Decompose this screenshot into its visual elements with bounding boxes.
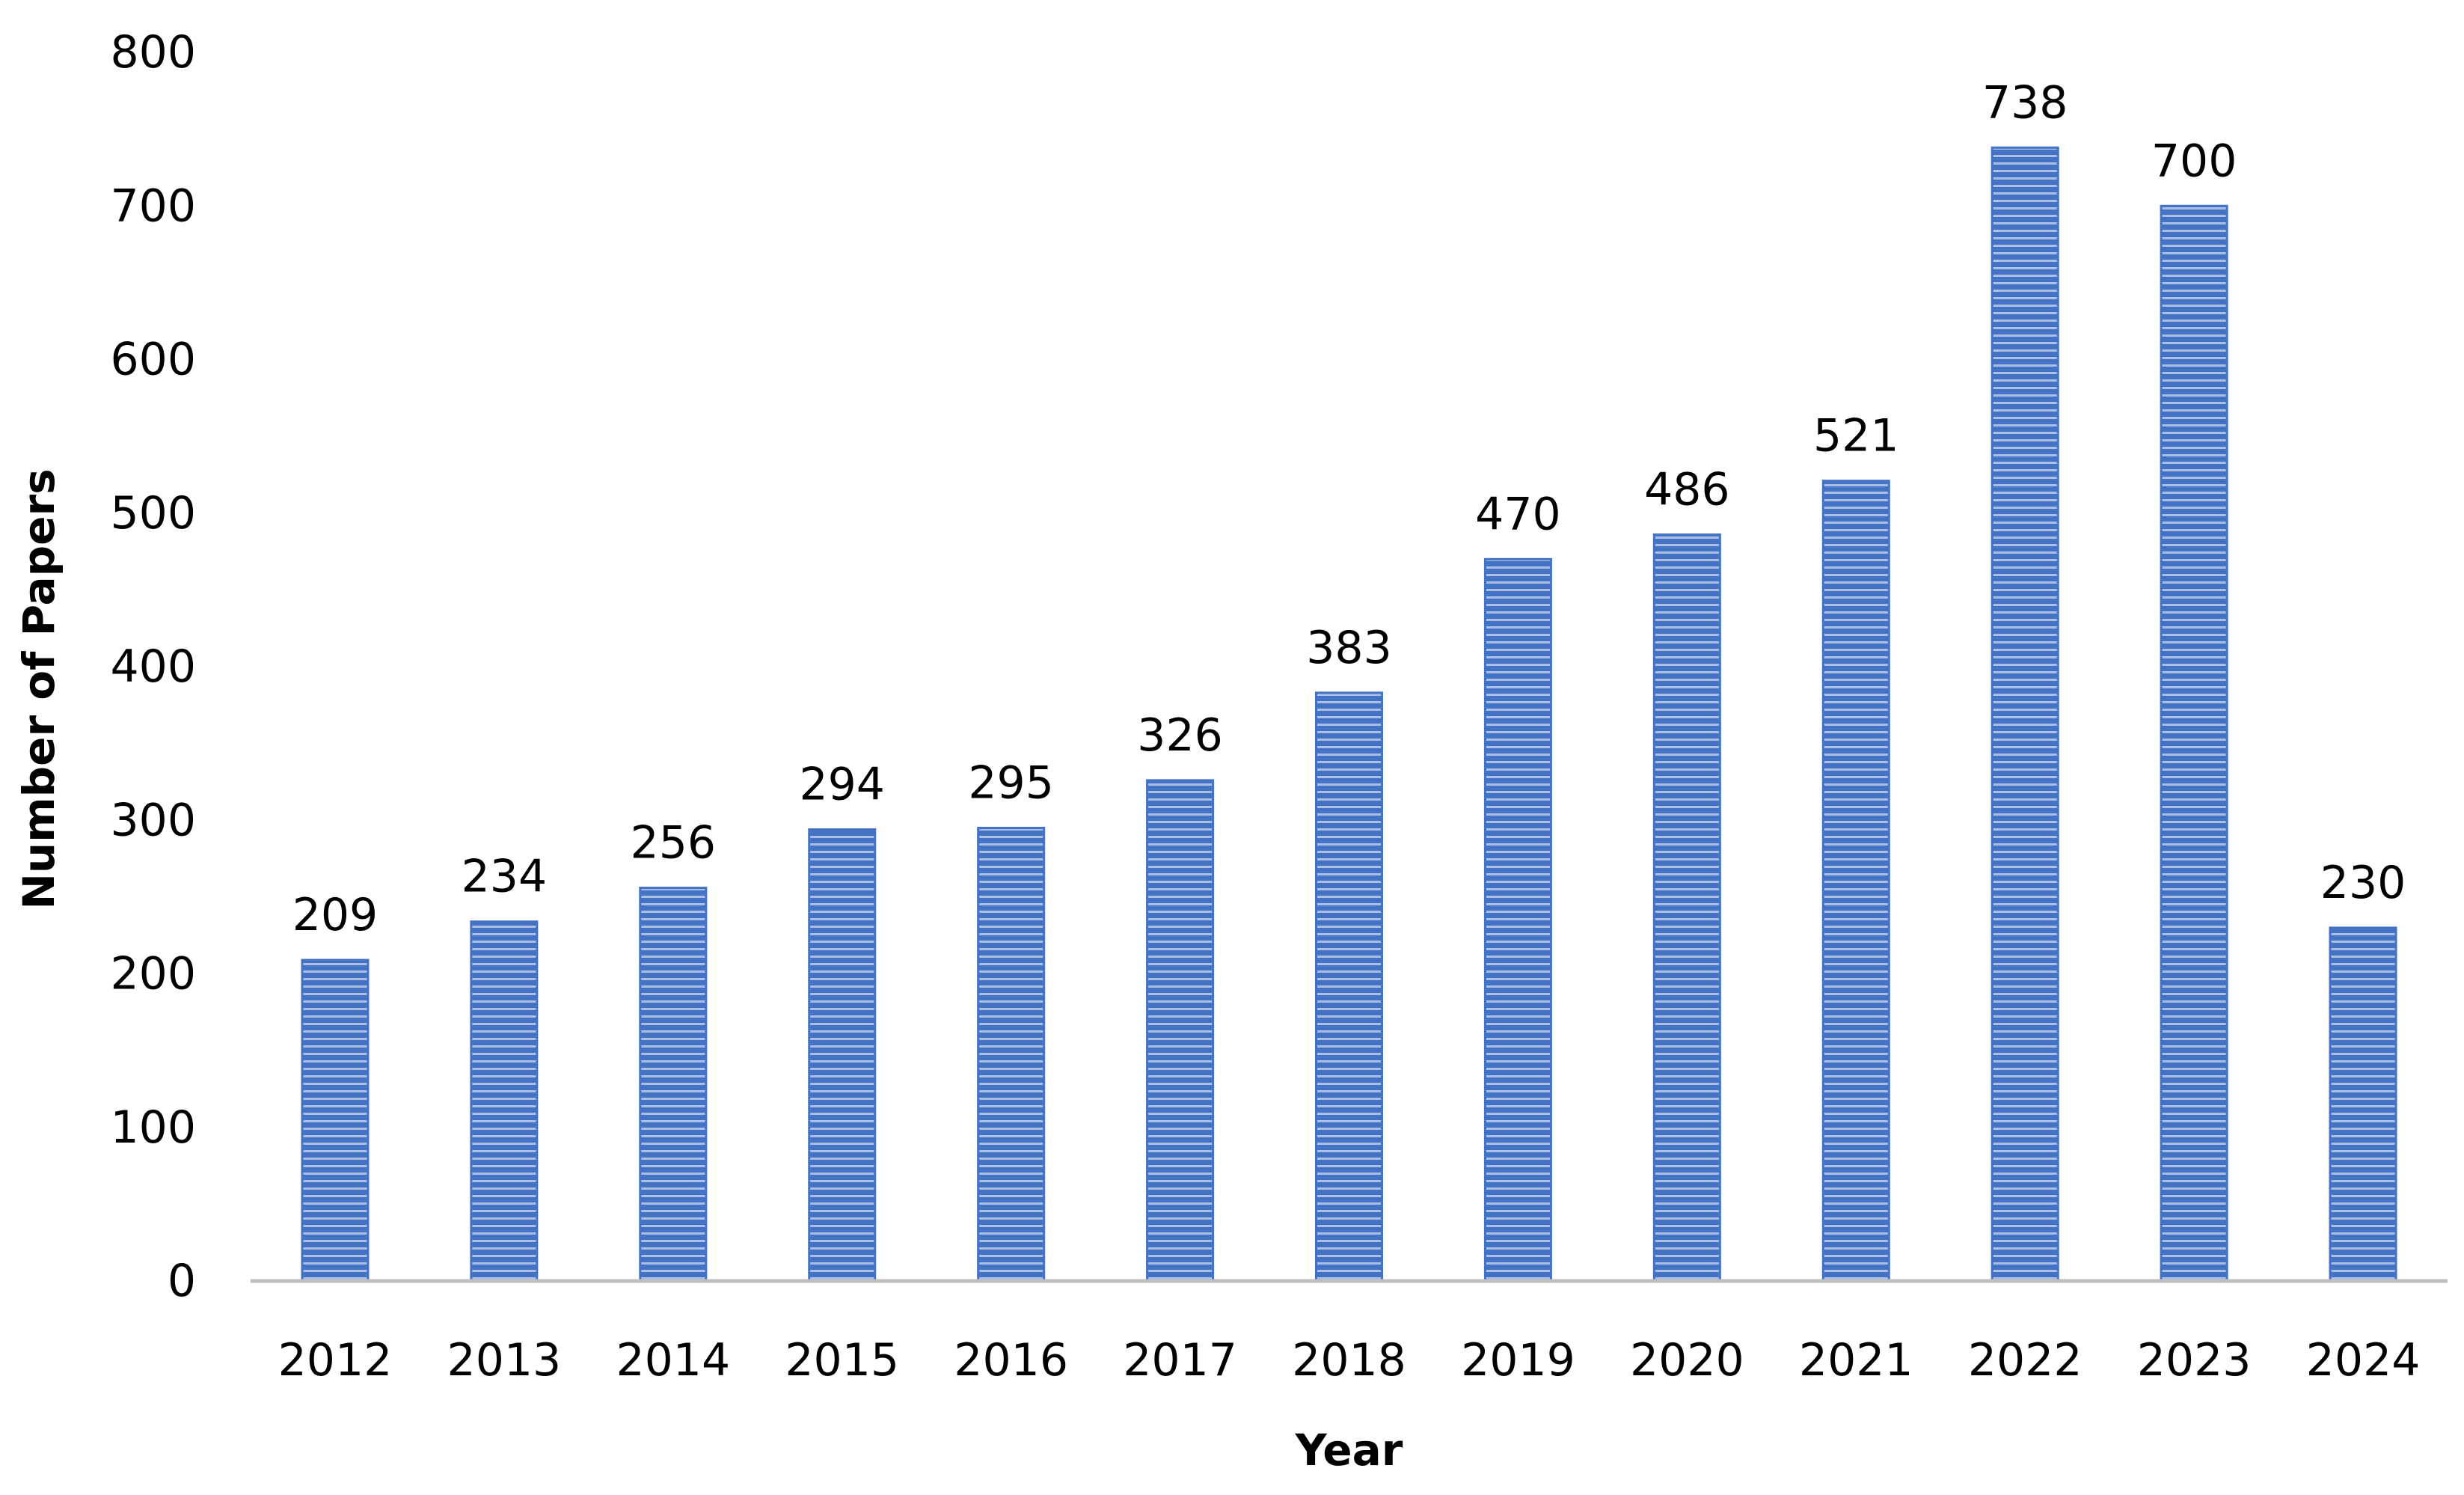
x-tick-label: 2022 [1968,1334,2083,1387]
x-tick-label: 2024 [2306,1334,2421,1387]
data-labels: 209 234 256 294 295 326 383 470 486 521 738 700 230 [292,76,2406,941]
bar-data-label: 521 [1813,410,1899,462]
bar-data-label: 738 [1982,76,2068,129]
x-tick-label: 2017 [1123,1334,1237,1387]
bar-data-label: 230 [2320,857,2406,909]
bar [2329,926,2397,1282]
y-tick-label: 200 [110,948,196,1000]
bar [301,959,370,1282]
bar-data-label: 209 [292,889,379,941]
bar [1652,533,1721,1282]
x-tick-label: 2016 [954,1334,1068,1387]
y-tick-label: 100 [110,1101,196,1154]
bar [470,920,539,1282]
bar [977,827,1046,1282]
bar [1821,480,1890,1282]
y-tick-label: 400 [110,641,196,693]
bar [808,828,877,1282]
x-axis-title: Year [1295,1425,1403,1476]
x-tick-label: 2013 [447,1334,562,1387]
x-tick-label: 2018 [1292,1334,1406,1387]
bar [1483,557,1552,1282]
x-tick-label: 2019 [1461,1334,1575,1387]
bar [1315,691,1383,1282]
bar-data-label: 700 [2151,135,2237,187]
x-tick-label: 2014 [616,1334,730,1387]
bar-data-label: 486 [1644,463,1730,516]
x-tick-label: 2023 [2137,1334,2252,1387]
y-tick-label: 700 [110,180,196,232]
bar [1990,146,2059,1282]
x-tick-label: 2021 [1799,1334,1913,1387]
y-tick-label: 0 [168,1255,196,1307]
y-tick-label: 500 [110,487,196,539]
bar [2160,204,2228,1282]
bar-data-label: 470 [1475,488,1561,540]
bar-data-label: 295 [968,757,1054,810]
bar [1146,779,1215,1282]
y-axis-title: Number of Papers [13,468,64,909]
bar [639,887,708,1282]
y-tick-label: 800 [110,26,196,79]
bar-data-label: 234 [462,851,548,903]
x-axis-ticks: 2012 2013 2014 2015 2016 2017 2018 2019 2020 2021… [278,1334,2421,1387]
bar-data-label: 326 [1137,709,1223,762]
bar-data-label: 256 [631,817,717,869]
x-tick-label: 2020 [1630,1334,1744,1387]
y-axis-ticks: 0 100 200 300 400 500 600 700 800 [110,26,196,1307]
bar-data-label: 294 [799,759,885,811]
y-tick-label: 600 [110,334,196,386]
x-tick-label: 2015 [785,1334,899,1387]
bar-data-label: 383 [1306,622,1392,674]
y-tick-label: 300 [110,794,196,846]
x-tick-label: 2012 [278,1334,393,1387]
bars [301,146,2397,1282]
